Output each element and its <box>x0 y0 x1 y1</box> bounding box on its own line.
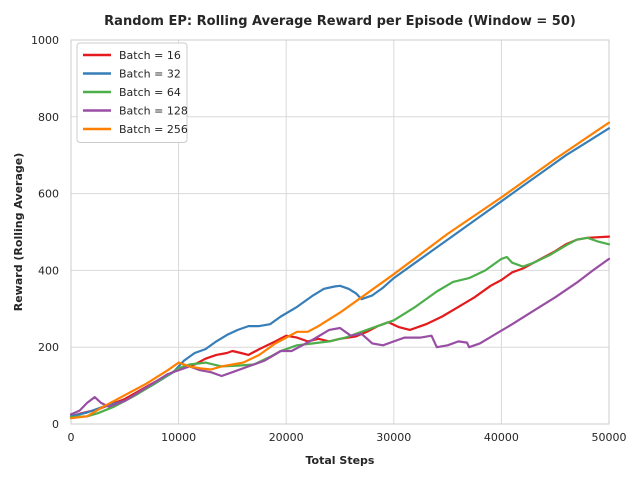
x-axis-tick-labels: 0 10000 20000 30000 40000 50000 <box>68 431 627 444</box>
x-axis-label: Total Steps <box>306 454 375 467</box>
plot-area-frame <box>70 39 610 425</box>
legend-box <box>76 42 188 143</box>
y-tick-label: 800 <box>38 111 59 124</box>
x-tick-label: 0 <box>68 431 75 444</box>
y-tick-label: 0 <box>52 418 59 431</box>
x-tick-label: 10000 <box>161 431 196 444</box>
y-axis-label: Reward (Rolling Average) <box>12 153 25 312</box>
x-tick-label: 40000 <box>484 431 519 444</box>
series-line-2 <box>69 127 611 418</box>
x-tick-label: 30000 <box>376 431 411 444</box>
legend-label: Batch = 256 <box>119 123 188 136</box>
legend-label: Batch = 32 <box>119 68 181 81</box>
y-tick-label: 400 <box>38 264 59 277</box>
y-tick-label: 1000 <box>31 34 59 47</box>
series-line-3 <box>69 236 611 419</box>
y-tick-label: 600 <box>38 188 59 201</box>
series-line-4 <box>69 257 611 416</box>
y-axis-tick-labels: 0 200 400 600 800 1000 <box>31 34 59 431</box>
chart-title: Random EP: Rolling Average Reward per Ep… <box>104 14 576 29</box>
x-tick-label: 50000 <box>592 431 627 444</box>
x-tick-label: 20000 <box>269 431 304 444</box>
series-layer <box>69 121 611 420</box>
legend-label: Batch = 64 <box>119 86 181 99</box>
grid-lines <box>70 39 610 425</box>
y-tick-label: 200 <box>38 341 59 354</box>
legend-label: Batch = 128 <box>119 105 188 118</box>
series-line-5 <box>69 121 611 420</box>
legend: Batch = 16 Batch = 32 Batch = 64 Batch = 12… <box>76 42 188 143</box>
legend-label: Batch = 16 <box>119 49 181 62</box>
